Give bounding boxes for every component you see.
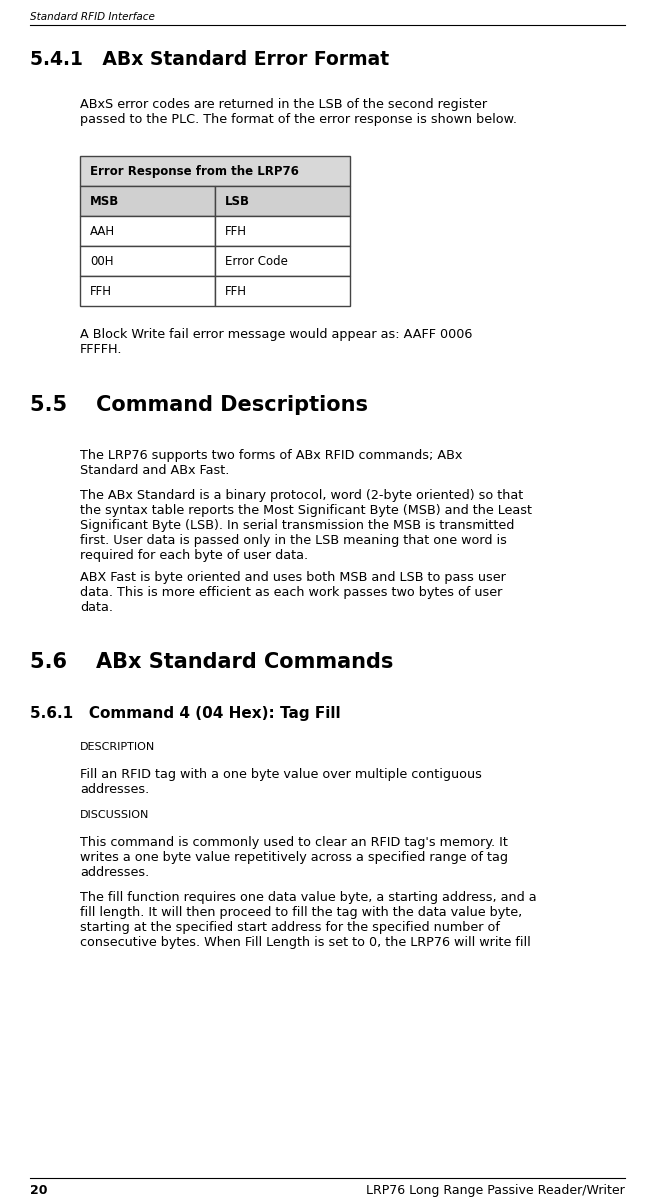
Text: Standard RFID Interface: Standard RFID Interface (30, 12, 155, 22)
Bar (80, 276, 215, 306)
Bar (215, 186, 350, 216)
Text: FFH: FFH (225, 224, 247, 238)
Text: The ABx Standard is a binary protocol, word (2-byte oriented) so that
the syntax: The ABx Standard is a binary protocol, w… (80, 490, 532, 562)
Text: ABX Fast is byte oriented and uses both MSB and LSB to pass user
data. This is m: ABX Fast is byte oriented and uses both … (80, 571, 506, 614)
Text: The LRP76 supports two forms of ABx RFID commands; ABx
Standard and ABx Fast.: The LRP76 supports two forms of ABx RFID… (80, 449, 462, 478)
Text: This command is commonly used to clear an RFID tag's memory. It
writes a one byt: This command is commonly used to clear a… (80, 836, 508, 880)
Bar (215, 276, 350, 306)
Text: A Block Write fail error message would appear as: AAFF 0006
FFFFH.: A Block Write fail error message would a… (80, 328, 473, 356)
Text: Error Response from the LRP76: Error Response from the LRP76 (90, 164, 299, 178)
Text: 5.4.1   ABx Standard Error Format: 5.4.1 ABx Standard Error Format (30, 50, 389, 68)
Text: ABxS error codes are returned in the LSB of the second register
passed to the PL: ABxS error codes are returned in the LSB… (80, 98, 517, 126)
Bar (80, 186, 215, 216)
Text: LSB: LSB (225, 194, 250, 208)
Text: AAH: AAH (90, 224, 115, 238)
Text: 5.6    ABx Standard Commands: 5.6 ABx Standard Commands (30, 652, 393, 672)
Text: FFH: FFH (90, 284, 112, 298)
Text: 20: 20 (30, 1184, 48, 1198)
Bar (215, 216, 350, 246)
Bar (215, 246, 350, 276)
Bar (80, 216, 215, 246)
Text: 00H: 00H (90, 254, 113, 268)
Text: 5.6.1   Command 4 (04 Hex): Tag Fill: 5.6.1 Command 4 (04 Hex): Tag Fill (30, 706, 340, 721)
Text: Error Code: Error Code (225, 254, 288, 268)
Text: 5.5    Command Descriptions: 5.5 Command Descriptions (30, 395, 368, 415)
Text: LRP76 Long Range Passive Reader/Writer: LRP76 Long Range Passive Reader/Writer (367, 1184, 625, 1198)
Text: DESCRIPTION: DESCRIPTION (80, 742, 155, 752)
Text: FFH: FFH (225, 284, 247, 298)
Bar (80, 246, 215, 276)
Text: MSB: MSB (90, 194, 119, 208)
Text: Fill an RFID tag with a one byte value over multiple contiguous
addresses.: Fill an RFID tag with a one byte value o… (80, 768, 482, 796)
Bar (80, 156, 350, 186)
Text: DISCUSSION: DISCUSSION (80, 810, 149, 820)
Text: The fill function requires one data value byte, a starting address, and a
fill l: The fill function requires one data valu… (80, 892, 536, 949)
